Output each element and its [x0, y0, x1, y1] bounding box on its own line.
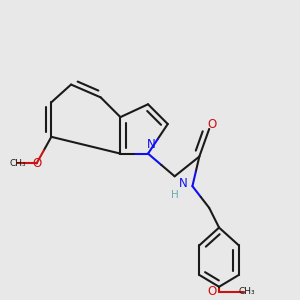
- Text: O: O: [208, 118, 217, 131]
- Text: N: N: [179, 177, 188, 190]
- Text: CH₃: CH₃: [10, 159, 27, 168]
- Text: CH₃: CH₃: [238, 287, 255, 296]
- Text: N: N: [147, 138, 155, 151]
- Text: O: O: [207, 285, 216, 298]
- Text: H: H: [171, 190, 178, 200]
- Text: O: O: [32, 157, 41, 170]
